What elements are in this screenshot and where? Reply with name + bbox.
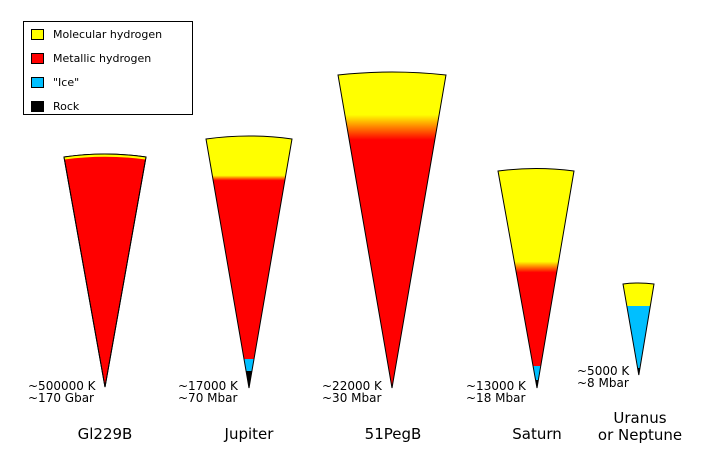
legend-item-metallic-hydrogen: Metallic hydrogen	[31, 51, 151, 65]
legend: Molecular hydrogen Metallic hydrogen "Ic…	[23, 21, 193, 115]
legend-swatch	[31, 52, 44, 64]
legend-label: Rock	[53, 99, 80, 113]
uranus-ice-layer	[627, 306, 651, 368]
legend-swatch	[31, 28, 44, 40]
legend-label: "Ice"	[53, 75, 80, 89]
51pegb-pressure: ~30 Mbar	[322, 391, 382, 405]
legend-item-molecular-hydrogen: Molecular hydrogen	[31, 27, 162, 41]
planet-name-neptune: or Neptune	[597, 426, 683, 444]
51pegb-hydrogen-layers	[338, 72, 446, 388]
uranus-neptune-conditions: ~5000 K ~8 Mbar	[577, 365, 629, 389]
uranus-neptune-temperature: ~5000 K	[577, 364, 630, 378]
legend-item-ice: "Ice"	[31, 75, 79, 89]
jupiter-hydrogen-layers	[206, 136, 292, 388]
legend-label: Metallic hydrogen	[53, 51, 152, 65]
gl229b-molecular-hydrogen-layer	[64, 154, 146, 160]
cone-gl229b	[63, 153, 147, 388]
cone-51pegb	[337, 71, 447, 389]
gl229b-conditions: ~500000 K ~170 Gbar	[28, 380, 96, 404]
gl229b-metallic-hydrogen-layer	[63, 153, 147, 388]
planet-name-saturn: Saturn	[512, 425, 562, 443]
jupiter-pressure: ~70 Mbar	[178, 391, 238, 405]
gl229b-pressure: ~170 Gbar	[28, 391, 94, 405]
saturn-hydrogen-layers	[498, 168, 574, 388]
jupiter-temperature: ~17000 K	[178, 379, 238, 393]
gl229b-temperature: ~500000 K	[28, 379, 96, 393]
planet-name-uranus: Uranus	[613, 409, 667, 427]
51pegb-conditions: ~22000 K ~30 Mbar	[322, 380, 382, 404]
jupiter-ice-layer	[244, 359, 254, 371]
cone-saturn	[497, 168, 575, 389]
legend-swatch	[31, 76, 44, 88]
uranus-molecular-hydrogen-layer	[623, 283, 654, 306]
cone-jupiter	[205, 135, 293, 389]
legend-swatch	[31, 100, 44, 112]
planet-name-gl229b: Gl229B	[77, 425, 133, 443]
planet-name-51pegb: 51PegB	[364, 425, 422, 443]
uranus-neptune-pressure: ~8 Mbar	[577, 376, 629, 390]
legend-item-rock: Rock	[31, 99, 79, 113]
jupiter-conditions: ~17000 K ~70 Mbar	[178, 380, 238, 404]
saturn-conditions: ~13000 K ~18 Mbar	[466, 380, 526, 404]
planet-name-jupiter: Jupiter	[224, 425, 274, 443]
saturn-temperature: ~13000 K	[466, 379, 526, 393]
jupiter-rock-core	[246, 371, 252, 388]
51pegb-temperature: ~22000 K	[322, 379, 382, 393]
legend-label: Molecular hydrogen	[53, 27, 163, 41]
cone-uranus-neptune	[622, 282, 655, 376]
saturn-pressure: ~18 Mbar	[466, 391, 526, 405]
planet-name-uranus-neptune: Uranus or Neptune	[598, 410, 682, 444]
